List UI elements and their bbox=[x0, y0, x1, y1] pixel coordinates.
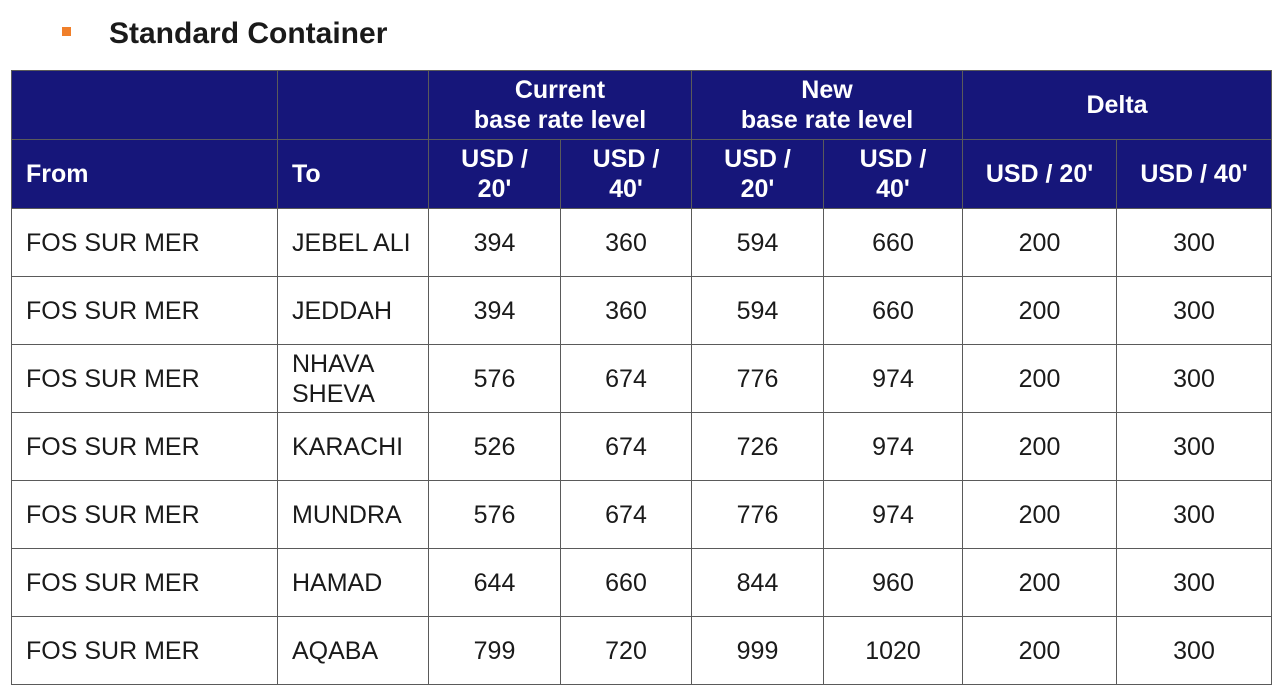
table-row: FOS SUR MER HAMAD 644 660 844 960 200 30… bbox=[11, 548, 1273, 617]
header-new-base-rate: New base rate level bbox=[691, 70, 963, 140]
cell-current-usd-40: 674 bbox=[560, 412, 692, 481]
cell-from: FOS SUR MER bbox=[11, 412, 278, 481]
cell-new-usd-40: 1020 bbox=[823, 616, 963, 685]
cell-new-usd-40: 974 bbox=[823, 480, 963, 549]
cell-new-usd-20: 594 bbox=[691, 276, 824, 345]
table-row: FOS SUR MER JEBEL ALI 394 360 594 660 20… bbox=[11, 208, 1273, 277]
cell-delta-usd-40: 300 bbox=[1115, 616, 1273, 685]
cell-current-usd-20: 576 bbox=[428, 344, 561, 413]
cell-new-usd-20: 999 bbox=[691, 616, 824, 685]
cell-current-usd-20: 394 bbox=[428, 276, 561, 345]
cell-delta-usd-20: 200 bbox=[962, 208, 1117, 277]
cell-current-usd-40: 360 bbox=[560, 208, 692, 277]
cell-delta-usd-40: 300 bbox=[1115, 548, 1273, 617]
header-blank-from bbox=[11, 70, 278, 140]
cell-current-usd-20: 526 bbox=[428, 412, 561, 481]
section-title: Standard Container bbox=[109, 17, 388, 50]
cell-new-usd-40: 960 bbox=[823, 548, 963, 617]
cell-new-usd-20: 776 bbox=[691, 480, 824, 549]
cell-new-usd-40: 974 bbox=[823, 412, 963, 481]
cell-new-usd-40: 660 bbox=[823, 208, 963, 277]
rate-table: Current base rate level New base rate le… bbox=[11, 70, 1273, 685]
section-heading: Standard Container bbox=[62, 14, 387, 54]
cell-current-usd-40: 660 bbox=[560, 548, 692, 617]
cell-delta-usd-40: 300 bbox=[1115, 208, 1273, 277]
header-current-usd-40: USD / 40' bbox=[560, 139, 692, 209]
header-new-usd-40: USD / 40' bbox=[823, 139, 963, 209]
cell-new-usd-20: 726 bbox=[691, 412, 824, 481]
rate-table-body: FOS SUR MER JEBEL ALI 394 360 594 660 20… bbox=[11, 208, 1273, 685]
cell-current-usd-20: 799 bbox=[428, 616, 561, 685]
table-row: FOS SUR MER AQABA 799 720 999 1020 200 3… bbox=[11, 616, 1273, 685]
orange-square-bullet-icon bbox=[62, 26, 71, 36]
cell-from: FOS SUR MER bbox=[11, 276, 278, 345]
cell-current-usd-40: 720 bbox=[560, 616, 692, 685]
cell-to: AQABA bbox=[277, 616, 429, 685]
header-current-base-rate: Current base rate level bbox=[428, 70, 692, 140]
cell-to: KARACHI bbox=[277, 412, 429, 481]
cell-from: FOS SUR MER bbox=[11, 548, 278, 617]
header-delta-usd-20: USD / 20' bbox=[962, 139, 1117, 209]
cell-current-usd-40: 674 bbox=[560, 344, 692, 413]
cell-to: JEBEL ALI bbox=[277, 208, 429, 277]
header-current-usd-20: USD / 20' bbox=[428, 139, 561, 209]
cell-from: FOS SUR MER bbox=[11, 344, 278, 413]
cell-delta-usd-40: 300 bbox=[1115, 276, 1273, 345]
cell-current-usd-20: 644 bbox=[428, 548, 561, 617]
cell-to: MUNDRA bbox=[277, 480, 429, 549]
cell-to: NHAVA SHEVA bbox=[277, 344, 429, 413]
cell-delta-usd-20: 200 bbox=[962, 616, 1117, 685]
cell-new-usd-20: 594 bbox=[691, 208, 824, 277]
cell-current-usd-20: 394 bbox=[428, 208, 561, 277]
cell-new-usd-40: 660 bbox=[823, 276, 963, 345]
header-delta-usd-40: USD / 40' bbox=[1115, 139, 1273, 209]
table-row: FOS SUR MER KARACHI 526 674 726 974 200 … bbox=[11, 412, 1273, 481]
cell-delta-usd-20: 200 bbox=[962, 412, 1117, 481]
cell-current-usd-20: 576 bbox=[428, 480, 561, 549]
header-delta: Delta bbox=[961, 70, 1273, 140]
cell-delta-usd-20: 200 bbox=[962, 480, 1117, 549]
cell-new-usd-20: 844 bbox=[691, 548, 824, 617]
cell-delta-usd-20: 200 bbox=[962, 276, 1117, 345]
table-row: FOS SUR MER NHAVA SHEVA 576 674 776 974 … bbox=[11, 344, 1273, 413]
cell-delta-usd-40: 300 bbox=[1115, 344, 1273, 413]
cell-delta-usd-40: 300 bbox=[1115, 412, 1273, 481]
header-to: To bbox=[277, 139, 429, 209]
cell-current-usd-40: 674 bbox=[560, 480, 692, 549]
cell-from: FOS SUR MER bbox=[11, 208, 278, 277]
cell-new-usd-20: 776 bbox=[691, 344, 824, 413]
cell-delta-usd-20: 200 bbox=[962, 344, 1117, 413]
cell-delta-usd-20: 200 bbox=[962, 548, 1117, 617]
cell-new-usd-40: 974 bbox=[823, 344, 963, 413]
header-new-usd-20: USD / 20' bbox=[691, 139, 824, 209]
cell-to: JEDDAH bbox=[277, 276, 429, 345]
table-row: FOS SUR MER JEDDAH 394 360 594 660 200 3… bbox=[11, 276, 1273, 345]
cell-current-usd-40: 360 bbox=[560, 276, 692, 345]
header-blank-to bbox=[277, 70, 429, 140]
cell-delta-usd-40: 300 bbox=[1115, 480, 1273, 549]
cell-to: HAMAD bbox=[277, 548, 429, 617]
table-row: FOS SUR MER MUNDRA 576 674 776 974 200 3… bbox=[11, 480, 1273, 549]
cell-from: FOS SUR MER bbox=[11, 480, 278, 549]
cell-from: FOS SUR MER bbox=[11, 616, 278, 685]
header-from: From bbox=[11, 139, 278, 209]
